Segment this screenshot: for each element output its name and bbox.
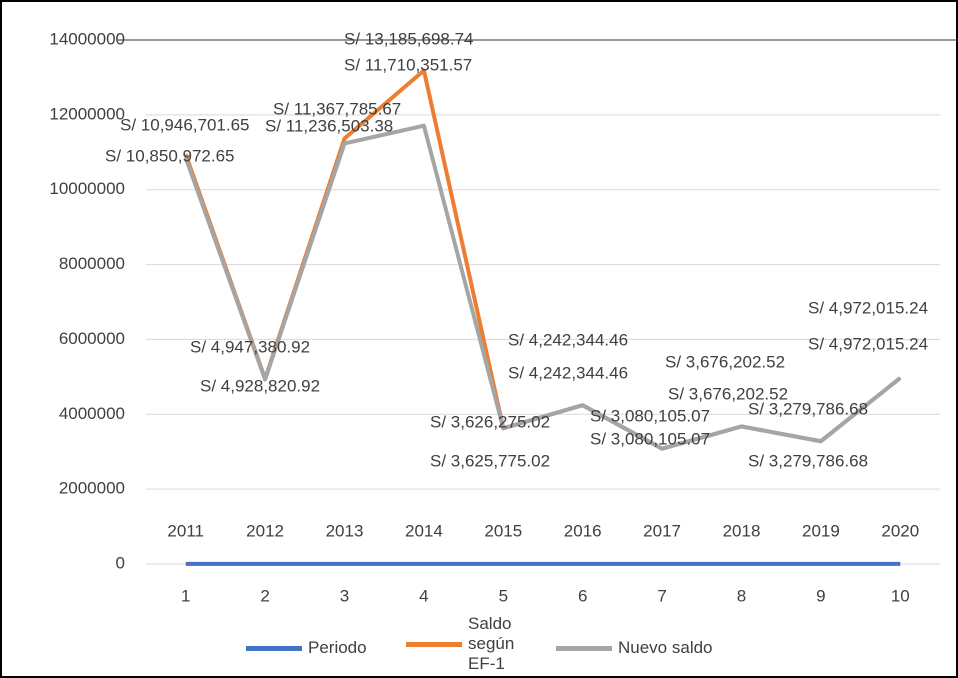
y-tick-label: 6000000 [59, 329, 125, 348]
x-tick-label: 6 [578, 586, 587, 605]
data-label: 2015 [484, 521, 522, 540]
data-label: 2020 [881, 521, 919, 540]
data-label: 2016 [564, 521, 602, 540]
data-label: 2018 [723, 521, 761, 540]
x-tick-label: 10 [891, 586, 910, 605]
data-label: S/ 3,626,275.02 [430, 412, 550, 431]
data-label: S/ 4,928,820.92 [200, 376, 320, 395]
y-tick-label: 2000000 [59, 479, 125, 498]
data-label: S/ 4,972,015.24 [808, 298, 928, 317]
data-label: S/ 3,279,786.68 [748, 399, 868, 418]
x-tick-label: 4 [419, 586, 428, 605]
legend-item: Nuevo saldo [556, 638, 713, 658]
data-label: 2011 [167, 521, 204, 540]
legend-label: Nuevo saldo [618, 638, 713, 657]
x-tick-label: 2 [260, 586, 269, 605]
y-tick-label: 0 [116, 553, 125, 572]
data-label: S/ 3,625,775.02 [430, 451, 550, 470]
data-label: 2014 [405, 521, 443, 540]
data-label: S/ 3,080,105.07 [590, 429, 710, 448]
legend-label: Periodo [308, 638, 367, 657]
y-tick-label: 4000000 [59, 404, 125, 423]
data-label: 2017 [643, 521, 681, 540]
data-label: S/ 4,972,015.24 [808, 334, 928, 353]
data-label: 2013 [326, 521, 364, 540]
legend-item: Saldo según EF-1 [406, 614, 518, 674]
x-tick-label: 7 [657, 586, 666, 605]
data-label: S/ 11,367,785.67 [273, 99, 401, 118]
y-tick-label: 10000000 [49, 179, 125, 198]
data-label: S/ 4,242,344.46 [508, 363, 628, 382]
y-tick-label: 8000000 [59, 254, 125, 273]
data-label: S/ 11,236,503.38 [265, 116, 393, 135]
data-label: S/ 3,080,105.07 [590, 406, 710, 425]
data-label: S/ 3,676,202.52 [665, 352, 785, 371]
x-tick-label: 5 [499, 586, 508, 605]
x-tick-label: 1 [181, 586, 190, 605]
series-line [183, 123, 902, 451]
y-tick-label: 12000000 [49, 104, 125, 123]
data-label: 2012 [246, 521, 284, 540]
x-tick-label: 8 [737, 586, 746, 605]
data-label: S/ 13,185,698.74 [344, 29, 474, 48]
data-label: S/ 4,242,344.46 [508, 330, 628, 349]
x-tick-label: 9 [816, 586, 825, 605]
y-tick-label: 14000000 [49, 29, 125, 48]
legend-swatch [246, 645, 302, 651]
data-label: S/ 3,279,786.68 [748, 451, 868, 470]
data-label: S/ 10,850,972.65 [105, 146, 235, 165]
legend-swatch [406, 641, 462, 647]
legend-swatch [556, 645, 612, 651]
data-label: S/ 10,946,701.65 [120, 115, 250, 134]
legend-label: Saldo según EF-1 [468, 614, 515, 673]
data-label: S/ 4,947,380.92 [190, 337, 310, 356]
data-label: 2019 [802, 521, 840, 540]
data-label: S/ 3,676,202.52 [668, 384, 788, 403]
x-tick-label: 3 [340, 586, 349, 605]
legend-item: Periodo [246, 638, 367, 658]
data-label: S/ 11,710,351.57 [344, 55, 472, 74]
legend: Periodo Saldo según EF-1 Nuevo saldo [0, 614, 958, 678]
